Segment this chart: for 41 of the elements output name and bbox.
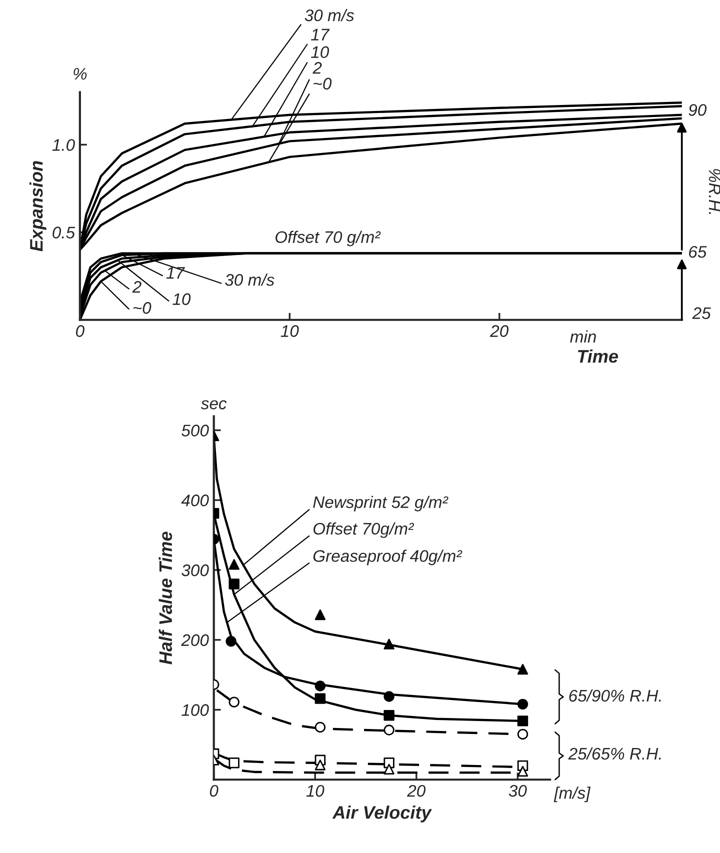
y-tick-label: 300 [182,564,209,576]
y-tick-label: 100 [182,704,209,716]
annotation: 10 [311,46,330,58]
annotation: 2 [312,62,322,74]
annotation: 17 [311,28,330,40]
x-tick-label: 30 [508,784,527,797]
annotation: ~0 [314,78,332,90]
annotation: Greaseproof 40g/m² [313,550,462,566]
text: 25/65% R.H. [568,747,661,760]
x-tick-label: 20 [407,784,426,797]
x-tick-label: 10 [306,784,324,797]
annotation: 65 [689,246,707,258]
y-tick-label: 400 [181,494,209,506]
x-axis-title: Time [578,349,618,363]
annotation: Newsprint 52 g/m² [313,496,448,512]
annotation: Offset 70g/m² [313,522,414,538]
annotation: Offset 70 g/m² [276,230,381,246]
y-tick-label: 500 [182,424,209,436]
x-axis-title: Air Velocity [332,806,432,822]
y-axis-title: Half Value Time [158,532,172,664]
text: 25 [692,307,711,320]
annotation: 30 m/s [225,274,274,286]
y-tick-label: 1.0 [52,139,75,151]
text: 65/90% R.H. [569,689,661,702]
annotation: 90 [688,104,707,116]
x-tick-label: 20 [490,325,509,337]
annotation: 17 [166,267,185,279]
text: [m/s] [554,786,591,802]
annotation: 10 [172,293,191,306]
annotation: 2 [132,281,142,293]
annotation: ~0 [133,302,152,314]
y-axis-title: Expansion [30,161,46,252]
y-tick-label: 200 [181,634,209,646]
text: % [74,68,87,80]
x-tick-label: 10 [280,325,299,337]
x-tick-label: 0 [210,784,218,797]
x-tick-label: 0 [76,325,84,337]
text: sec [200,400,227,410]
annotation: 30 m/s [304,9,354,22]
y-tick-label: 0.5 [52,226,76,238]
text: min [570,330,596,342]
